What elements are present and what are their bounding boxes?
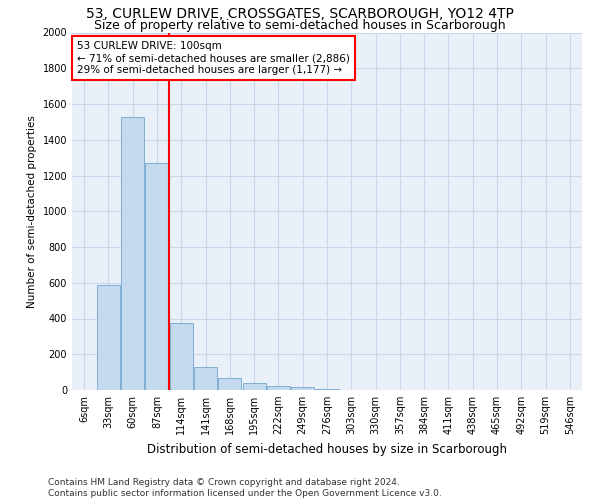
Bar — [97, 284, 120, 390]
Bar — [267, 386, 290, 390]
Y-axis label: Number of semi-detached properties: Number of semi-detached properties — [27, 115, 37, 308]
Bar — [145, 163, 169, 390]
Bar — [170, 323, 193, 390]
Text: Contains HM Land Registry data © Crown copyright and database right 2024.
Contai: Contains HM Land Registry data © Crown c… — [48, 478, 442, 498]
Bar — [291, 388, 314, 390]
Bar — [194, 367, 217, 390]
Text: 53, CURLEW DRIVE, CROSSGATES, SCARBOROUGH, YO12 4TP: 53, CURLEW DRIVE, CROSSGATES, SCARBOROUG… — [86, 8, 514, 22]
Bar — [242, 383, 266, 390]
Bar — [218, 378, 241, 390]
Bar — [121, 116, 144, 390]
Text: 53 CURLEW DRIVE: 100sqm
← 71% of semi-detached houses are smaller (2,886)
29% of: 53 CURLEW DRIVE: 100sqm ← 71% of semi-de… — [77, 42, 350, 74]
Bar — [316, 388, 338, 390]
Text: Size of property relative to semi-detached houses in Scarborough: Size of property relative to semi-detach… — [94, 19, 506, 32]
X-axis label: Distribution of semi-detached houses by size in Scarborough: Distribution of semi-detached houses by … — [147, 442, 507, 456]
